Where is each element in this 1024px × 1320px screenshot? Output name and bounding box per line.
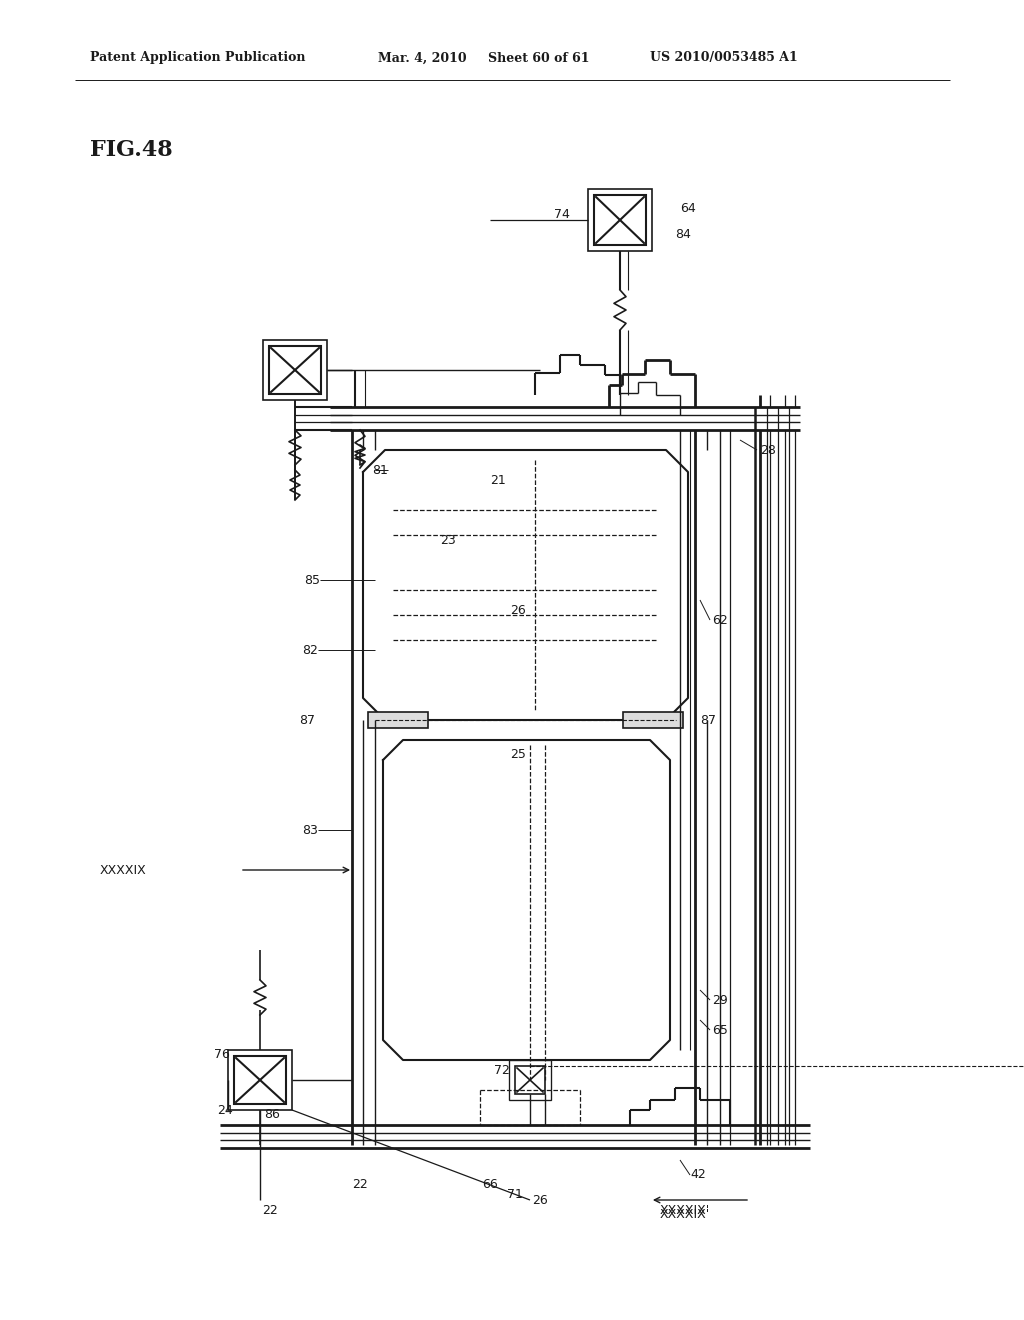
Text: Sheet 60 of 61: Sheet 60 of 61 — [488, 51, 590, 65]
Text: 87: 87 — [299, 714, 315, 726]
Bar — [509, 1060, 551, 1100]
Text: XXXXIX: XXXXIX — [100, 863, 146, 876]
Text: US 2010/0053485 A1: US 2010/0053485 A1 — [650, 51, 798, 65]
Bar — [228, 1049, 292, 1110]
Text: 81: 81 — [372, 463, 388, 477]
Bar — [269, 346, 321, 393]
Text: 83: 83 — [302, 824, 318, 837]
Bar — [594, 195, 646, 246]
Text: XXXXIX': XXXXIX' — [660, 1209, 711, 1221]
Text: 29: 29 — [712, 994, 728, 1006]
Text: 66: 66 — [482, 1179, 498, 1192]
Text: 84: 84 — [675, 228, 691, 242]
Bar — [623, 711, 683, 729]
Text: 86: 86 — [264, 1109, 280, 1122]
Bar — [368, 711, 428, 729]
Text: 76: 76 — [214, 1048, 230, 1061]
Text: 25: 25 — [510, 748, 526, 762]
Text: 82: 82 — [302, 644, 318, 656]
Text: 21: 21 — [490, 474, 506, 487]
Text: Patent Application Publication: Patent Application Publication — [90, 51, 305, 65]
Text: 24: 24 — [217, 1104, 232, 1117]
Text: 22: 22 — [352, 1179, 368, 1192]
Text: XXXXIX': XXXXIX' — [660, 1204, 711, 1217]
Text: Mar. 4, 2010: Mar. 4, 2010 — [378, 51, 467, 65]
Text: 87: 87 — [700, 714, 716, 726]
Text: 64: 64 — [680, 202, 695, 214]
Text: FIG.48: FIG.48 — [90, 139, 173, 161]
Text: 85: 85 — [304, 573, 319, 586]
Bar — [515, 1067, 545, 1094]
Bar — [588, 189, 652, 251]
Text: 72: 72 — [495, 1064, 510, 1077]
Bar — [234, 1056, 286, 1104]
Text: 23: 23 — [440, 533, 456, 546]
Text: 26: 26 — [510, 603, 525, 616]
Text: 22: 22 — [262, 1204, 278, 1217]
Bar — [263, 341, 327, 400]
Text: 26: 26 — [532, 1193, 548, 1206]
Text: 62: 62 — [712, 614, 728, 627]
Text: 28: 28 — [760, 444, 776, 457]
Text: 74: 74 — [554, 209, 570, 222]
Text: 42: 42 — [690, 1168, 706, 1181]
Text: 71: 71 — [507, 1188, 523, 1201]
Text: 65: 65 — [712, 1023, 728, 1036]
